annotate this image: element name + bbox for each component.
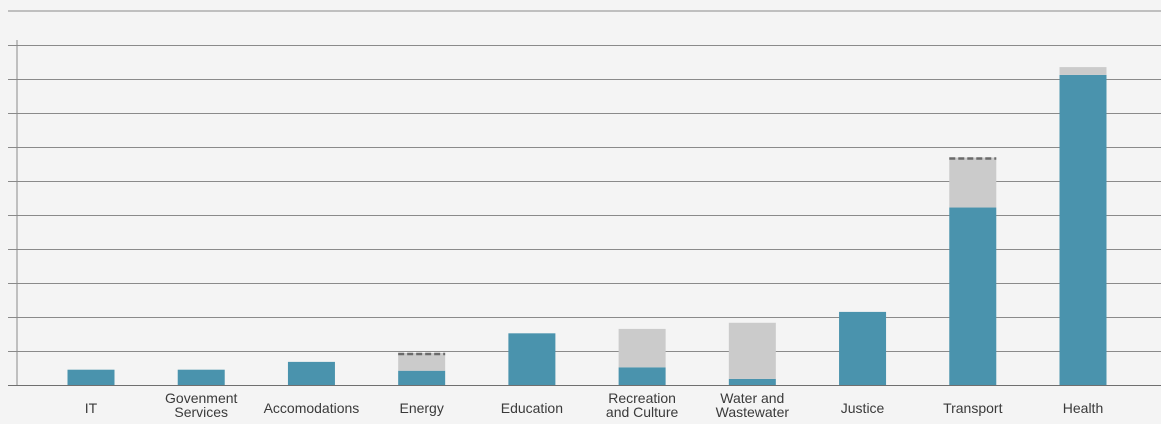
gridlines — [8, 45, 1161, 386]
bar-segment-blue-6 — [728, 378, 776, 385]
category-label: Justice — [841, 400, 885, 416]
category-label: Accomodations — [264, 400, 360, 416]
bar-segment-grey-5 — [618, 328, 666, 368]
bar-segment-blue-2 — [287, 361, 335, 385]
bar-segment-blue-5 — [618, 367, 666, 385]
bar-segment-blue-1 — [177, 369, 225, 385]
category-label: Education — [501, 400, 563, 416]
bar-segment-blue-8 — [949, 207, 997, 385]
bar-segment-blue-4 — [508, 333, 556, 385]
category-label: Govenment Services — [165, 390, 237, 420]
category-label: IT — [85, 400, 98, 416]
bar-segment-grey-8 — [949, 157, 997, 208]
bars — [67, 67, 1107, 386]
bar-segment-blue-3 — [398, 370, 446, 385]
bar-segment-grey-3 — [398, 353, 446, 371]
category-label: Recreation and Culture — [606, 390, 679, 420]
category-labels: IT Govenment Services Accomodations Energy Ed… — [85, 390, 1103, 420]
bar-segment-grey-9 — [1059, 67, 1107, 75]
bar-segment-blue-0 — [67, 369, 115, 385]
bar-segment-blue-9 — [1059, 74, 1107, 386]
bar-segment-blue-7 — [839, 311, 887, 385]
category-label: Health — [1063, 400, 1103, 416]
category-label: Energy — [399, 400, 443, 416]
bar-segment-grey-6 — [728, 322, 776, 379]
category-label: Water and Wastewater — [716, 390, 790, 420]
category-label: Transport — [943, 400, 1003, 416]
